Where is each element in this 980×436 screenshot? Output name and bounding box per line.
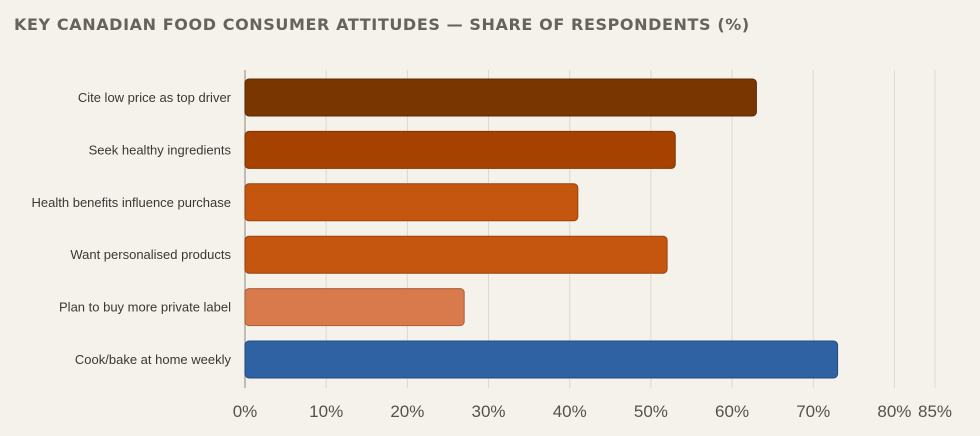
bar	[244, 78, 757, 117]
category-label: Plan to buy more private label	[59, 300, 231, 315]
x-tick-label: 40%	[553, 402, 587, 421]
x-tick-label: 30%	[472, 402, 506, 421]
category-label: Seek healthy ingredients	[89, 142, 232, 157]
x-tick-label: 50%	[634, 402, 668, 421]
bar	[244, 288, 465, 327]
x-tick-label: 60%	[715, 402, 749, 421]
bar	[244, 183, 579, 222]
bar	[244, 235, 668, 274]
chart-title: KEY CANADIAN FOOD CONSUMER ATTITUDES — S…	[14, 15, 750, 34]
grid-lines	[244, 70, 936, 388]
category-label: Cook/bake at home weekly	[75, 352, 232, 367]
bars	[244, 78, 839, 379]
x-tick-label: 85%	[918, 402, 952, 421]
category-label: Health benefits influence purchase	[32, 195, 231, 210]
category-label: Want personalised products	[70, 247, 231, 262]
x-tick-label: 20%	[390, 402, 424, 421]
x-tick-label: 0%	[233, 402, 258, 421]
bar	[244, 130, 676, 169]
x-tick-label: 70%	[796, 402, 830, 421]
category-labels: Cite low price as top driver Seek healthy…	[32, 90, 232, 367]
category-label: Cite low price as top driver	[78, 90, 232, 105]
x-tick-label: 10%	[309, 402, 343, 421]
bar	[244, 340, 839, 379]
x-tick-label: 80%	[877, 402, 911, 421]
x-tick-labels: 0% 10% 20% 30% 40% 50% 60% 70% 80% 85%	[233, 402, 952, 421]
